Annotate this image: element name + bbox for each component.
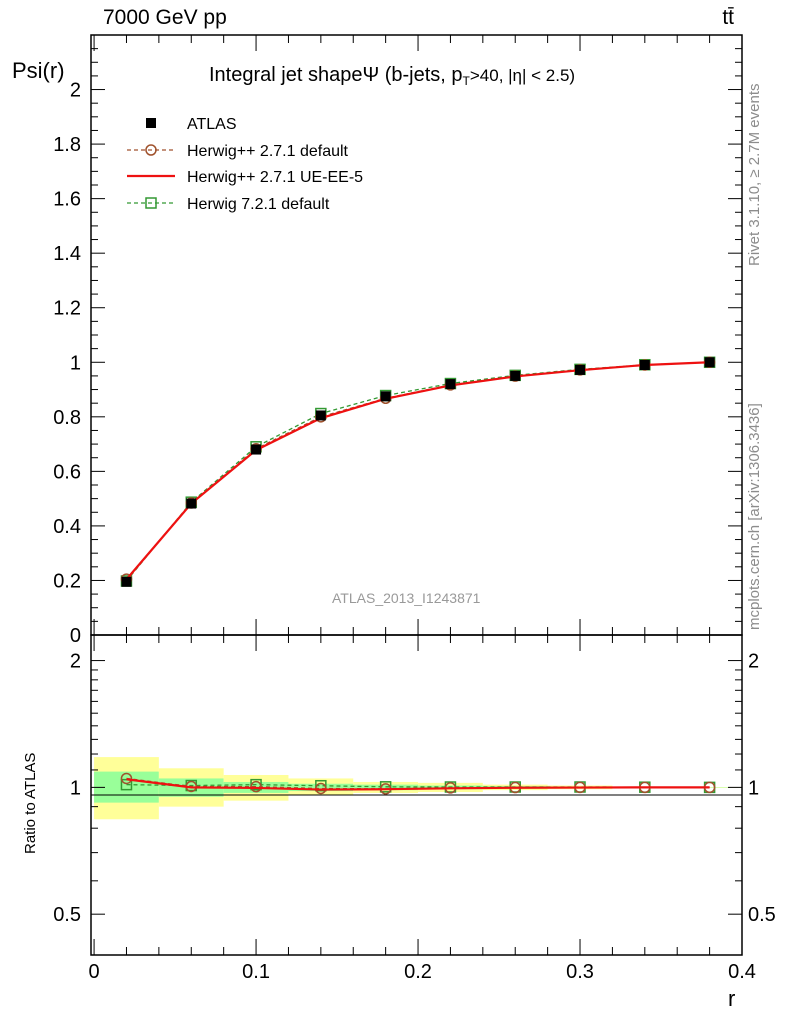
legend-entry-label: ATLAS <box>187 116 237 133</box>
main-y-axis-label: Psi(r) <box>12 58 65 83</box>
ratio-series-line <box>126 778 710 791</box>
process-label: tt̄ <box>722 6 734 29</box>
atlas-point <box>317 412 324 419</box>
x-tick-label: 0 <box>89 961 100 983</box>
axis-tick-labels: 0 0.2 0.4 0.6 0.8 1 1.2 1.4 1.6 1.8 2 0 0.1 0.2 0.3 0.4… <box>53 80 776 983</box>
ratio-y-axis-label: Ratio to ATLAS <box>22 752 39 854</box>
x-tick-label: 0.3 <box>566 961 594 983</box>
ratio-frame <box>90 634 743 956</box>
main-series-line <box>125 361 710 581</box>
main-series-line <box>125 361 710 580</box>
energy-label: 7000 GeV pp <box>103 6 227 29</box>
ratio-y-tick-label: 0.5 <box>53 904 81 926</box>
chart-title-text: Integral jet shapeΨ (b-jets, p <box>209 64 463 86</box>
analysis-watermark: ATLAS_2013_I1243871 <box>332 590 481 606</box>
legend-entry-label: Herwig++ 2.7.1 UE-EE-5 <box>187 169 363 186</box>
ratio-y-tick-label-right: 0.5 <box>748 904 776 926</box>
x-tick-label: 0.1 <box>242 961 270 983</box>
atlas-point <box>382 393 389 400</box>
x-axis-label: r <box>728 986 736 1011</box>
main-y-tick-label: 1 <box>70 352 81 374</box>
atlas-point <box>512 372 519 379</box>
axis-ticks <box>91 34 743 956</box>
x-tick-label: 0.2 <box>404 961 432 983</box>
chart-title-tail: >40, |η| < 2.5) <box>469 66 576 85</box>
main-y-tick-label: 0.2 <box>53 570 81 592</box>
main-y-tick-label: 0.6 <box>53 461 81 483</box>
main-y-tick-label: 0.8 <box>53 407 81 429</box>
ratio-series-layer <box>120 772 716 795</box>
main-y-tick-label: 1.8 <box>53 134 81 156</box>
main-y-tick-label: 1.6 <box>53 189 81 211</box>
main-y-tick-label: 0 <box>70 625 81 647</box>
main-series-layer <box>120 356 716 587</box>
band-inner <box>288 783 354 792</box>
main-y-tick-label: 1.2 <box>53 298 81 320</box>
ratio-y-tick-label-right: 2 <box>748 651 759 673</box>
ratio-y-tick-label: 1 <box>70 777 81 799</box>
legend: ATLAS Herwig++ 2.7.1 default Herwig++ 2.7.… <box>127 116 363 213</box>
chart-title-subscript: T <box>462 74 470 89</box>
atlas-point <box>123 578 130 585</box>
open-square-marker <box>145 197 157 209</box>
atlas-point <box>447 381 454 388</box>
ratio-y-tick-label: 2 <box>70 651 81 673</box>
rivet-version-text: Rivet 3.1.10, ≥ 2.7M events <box>746 83 763 267</box>
open-circle-marker <box>120 772 133 785</box>
main-y-tick-label: 2 <box>70 80 81 102</box>
x-tick-label: 0.4 <box>728 961 756 983</box>
main-series-line <box>125 361 710 582</box>
atlas-point <box>577 366 584 373</box>
main-y-tick-label: 1.4 <box>53 243 81 265</box>
mcplots-source-text: mcplots.cern.ch [arXiv:1306.3436] <box>746 403 763 630</box>
atlas-point <box>641 362 648 368</box>
legend-entry-label: Herwig++ 2.7.1 default <box>187 143 349 160</box>
atlas-point <box>706 359 713 366</box>
chart-title: Integral jet shapeΨ (b-jets, pT>40, |η| … <box>209 64 575 88</box>
atlas-point <box>253 446 260 453</box>
open-circle-marker <box>145 144 157 156</box>
ratio-y-tick-label-right: 1 <box>748 777 759 799</box>
open-circle-marker <box>250 780 262 793</box>
atlas-point <box>188 500 195 507</box>
filled-square-marker <box>146 118 156 128</box>
legend-entry-label: Herwig 7.2.1 default <box>187 196 330 213</box>
main-y-tick-label: 0.4 <box>53 516 81 538</box>
